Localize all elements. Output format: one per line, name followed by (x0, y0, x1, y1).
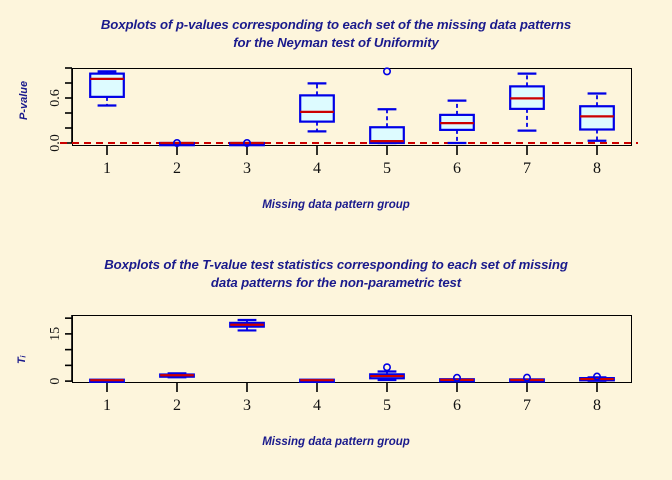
boxplot-1-group-3[interactable] (229, 318, 265, 332)
x-tick-label-0-5: 6 (453, 160, 461, 177)
boxplot-0-group-7[interactable] (509, 72, 545, 132)
boxplot-layer-top: 0.0 0.6 1 2 3 4 5 6 7 8 (48, 67, 638, 177)
x-tick-label-0-3: 4 (313, 160, 321, 177)
x-axis-label-top: Missing data pattern group (262, 199, 410, 211)
outlier-point-0 (382, 67, 391, 76)
boxplot-0-group-6[interactable] (439, 99, 475, 145)
boxplot-0-group-8[interactable] (579, 92, 615, 142)
x-tick-label-0-7: 8 (593, 160, 601, 177)
chart-title-top-line1: Boxplots of p-values corresponding to ea… (100, 17, 572, 32)
boxplot-1-group-7[interactable] (509, 373, 545, 383)
boxplot-1-group-2[interactable] (159, 372, 195, 379)
box-rect[interactable] (369, 126, 405, 145)
chart-title-top-line2: for the Neyman test of Uniformity (233, 35, 439, 50)
x-tick-label-1-6: 7 (523, 397, 531, 414)
outlier-point-0 (522, 373, 531, 382)
outlier-point-0 (382, 363, 391, 372)
x-tick-label-1-2: 3 (243, 397, 251, 414)
outlier-point-0 (592, 372, 601, 381)
box-rect[interactable] (579, 105, 615, 131)
x-axis-label-bottom: Missing data pattern group (262, 436, 410, 448)
boxplot-1-group-8[interactable] (579, 372, 615, 382)
y-tick-label-1-0: 0 (48, 378, 63, 385)
boxplot-layer-bottom: 0 15 1 2 3 4 5 6 7 8 (48, 315, 615, 414)
chart-panel-neyman-pvalues: Boxplots of p-values corresponding to ea… (18, 16, 638, 211)
outlier-point-0 (452, 373, 461, 382)
boxplot-1-group-1[interactable] (89, 378, 125, 383)
x-tick-label-1-5: 6 (453, 397, 461, 414)
x-tick-label-1-7: 8 (593, 397, 601, 414)
x-tick-label-0-6: 7 (523, 160, 531, 177)
x-tick-label-1-1: 2 (173, 397, 181, 414)
y-tick-label-0-1: 0.6 (48, 89, 63, 107)
y-tick-label-1-1: 15 (48, 327, 63, 341)
box-rect[interactable] (299, 94, 335, 123)
x-tick-label-0-4: 5 (383, 160, 391, 177)
boxplot-1-group-4[interactable] (299, 378, 335, 383)
x-tick-label-0-0: 1 (103, 160, 111, 177)
boxplot-0-group-4[interactable] (299, 82, 335, 133)
boxplot-0-group-3[interactable] (229, 139, 265, 148)
x-tick-label-1-4: 5 (383, 397, 391, 414)
boxplot-0-group-2[interactable] (159, 139, 195, 148)
chart-title-bottom-line2: data patterns for the non-parametric tes… (210, 275, 462, 290)
x-tick-label-1-3: 4 (313, 397, 321, 414)
chart-title-top: Boxplots of p-values corresponding to ea… (46, 16, 626, 52)
boxplot-0-group-1[interactable] (89, 70, 125, 107)
outlier-point-0 (243, 139, 252, 148)
outlier-point-0 (173, 139, 182, 148)
boxplot-0-group-5[interactable] (369, 67, 405, 145)
boxplot-1-group-6[interactable] (439, 373, 475, 383)
chart-title-bottom-line1: Boxplots of the T-value test statistics … (104, 257, 568, 272)
boxplot-1-group-5[interactable] (369, 363, 405, 382)
x-tick-label-0-1: 2 (173, 160, 181, 177)
chart-panel-nonparametric-tvalues: Boxplots of the T-value test statistics … (0, 240, 672, 480)
y-tick-label-0-0: 0.0 (48, 134, 63, 152)
x-tick-label-0-2: 3 (243, 160, 251, 177)
chart-title-bottom: Boxplots of the T-value test statistics … (46, 256, 626, 292)
x-tick-label-1-0: 1 (103, 397, 111, 414)
box-rect[interactable] (89, 72, 125, 98)
